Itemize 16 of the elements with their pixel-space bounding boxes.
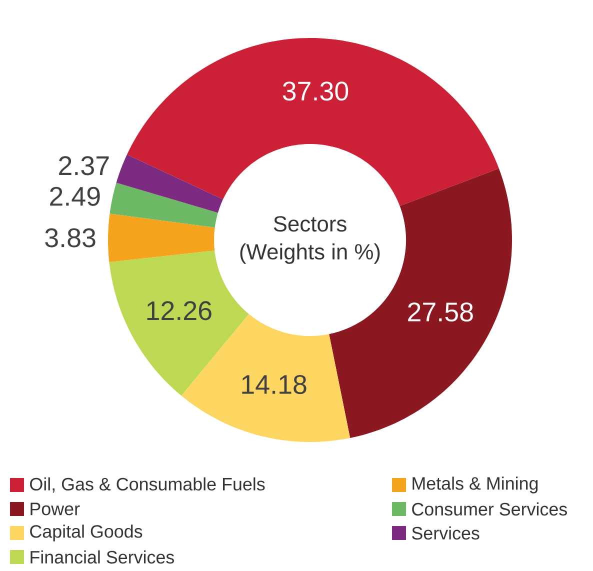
data-label: 12.26 bbox=[147, 301, 212, 320]
data-label: 2.49 bbox=[50, 186, 100, 206]
data-label: 14.18 bbox=[242, 374, 306, 394]
text: (Weights in %) bbox=[240, 243, 380, 264]
legend-label: Oil, Gas & Consumable Fuels bbox=[30, 477, 265, 493]
legend-label: Financial Services bbox=[30, 550, 174, 564]
legend-label: Capital Goods bbox=[30, 524, 142, 542]
legend-label: Power bbox=[30, 502, 80, 516]
data-label: 27.58 bbox=[408, 302, 473, 322]
data-label: 37.30 bbox=[282, 82, 348, 101]
legend-label: Metals & Mining bbox=[412, 476, 538, 494]
data-label: 2.37 bbox=[59, 156, 109, 176]
text: Sectors bbox=[274, 216, 346, 232]
data-label: 3.83 bbox=[45, 228, 96, 248]
legend-label: Services bbox=[412, 526, 480, 540]
legend-label: Consumer Services bbox=[412, 502, 567, 516]
